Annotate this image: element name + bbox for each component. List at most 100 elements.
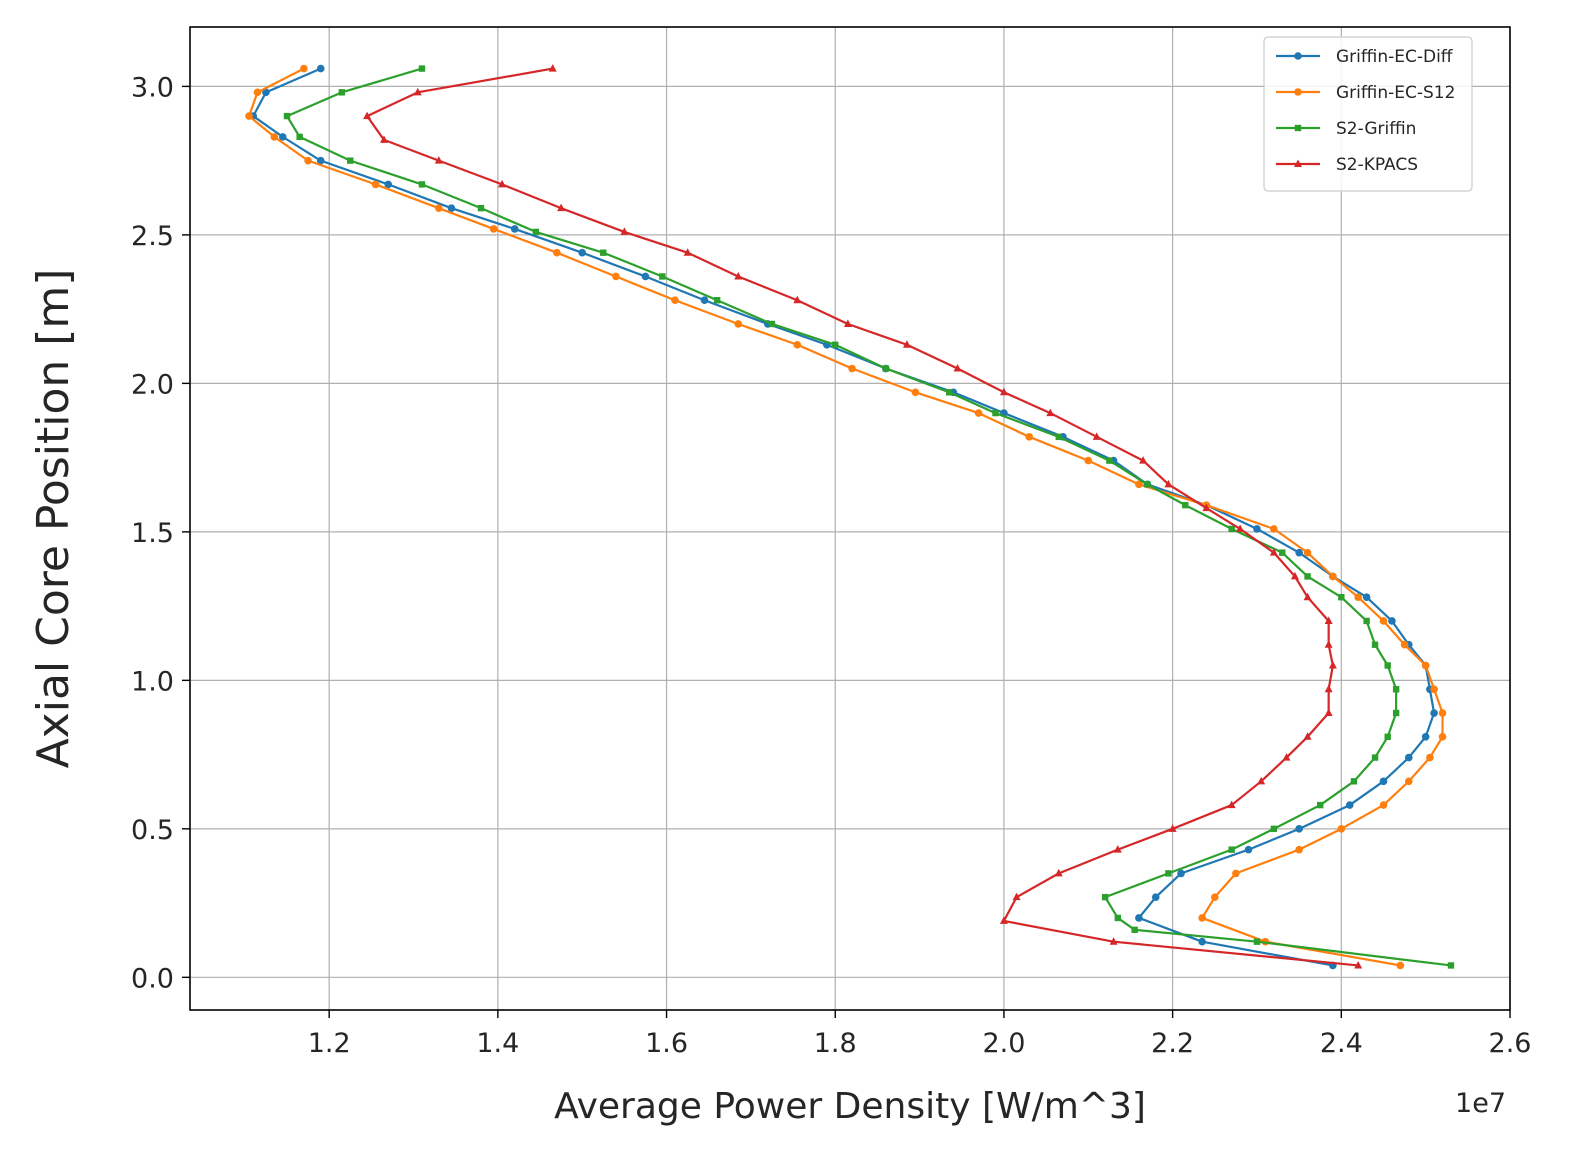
legend-label: S2-Griffin	[1336, 119, 1416, 139]
y-tick-label: 0.0	[131, 963, 174, 994]
data-point	[1384, 733, 1391, 740]
data-point	[1198, 914, 1206, 922]
data-point	[1421, 732, 1430, 741]
data-point	[1290, 571, 1299, 580]
data-point	[363, 111, 372, 120]
data-point	[1228, 846, 1235, 853]
legend-marker	[1294, 124, 1302, 132]
data-point	[532, 228, 540, 236]
data-point	[283, 112, 291, 120]
data-point	[600, 249, 607, 256]
data-point	[1012, 892, 1021, 901]
data-point	[768, 320, 776, 328]
data-point	[1182, 501, 1189, 509]
y-tick-label: 3.0	[131, 72, 174, 103]
data-point	[1388, 617, 1396, 625]
data-point	[553, 248, 561, 257]
data-point	[1135, 480, 1143, 489]
legend-item: S2-Griffin	[1276, 119, 1416, 139]
legend-box	[1263, 36, 1473, 192]
data-point	[641, 272, 650, 281]
data-point	[1295, 825, 1303, 833]
data-point	[1379, 777, 1388, 786]
data-point	[379, 135, 388, 143]
data-point	[1362, 593, 1371, 601]
data-point	[1379, 617, 1388, 625]
data-point	[1438, 709, 1447, 717]
data-point	[902, 340, 911, 348]
data-point	[999, 916, 1008, 924]
data-point	[578, 248, 587, 257]
data-point	[1109, 937, 1118, 945]
data-point	[1303, 548, 1312, 557]
x-tick-label: 1.8	[814, 1028, 857, 1059]
data-point	[1054, 868, 1063, 877]
data-point	[1236, 524, 1245, 532]
data-point	[620, 227, 629, 235]
data-point	[1295, 845, 1303, 854]
data-point	[1046, 408, 1055, 417]
legend-item: Griffin-EC-Diff	[1276, 47, 1454, 67]
legend-label: S2-KPACS	[1336, 155, 1418, 175]
plot-series	[245, 64, 1455, 970]
data-point	[1354, 960, 1363, 969]
data-point	[1324, 708, 1333, 717]
data-point	[418, 65, 426, 72]
x-tick-label: 2.0	[982, 1028, 1025, 1059]
data-point	[1257, 776, 1266, 785]
data-point	[683, 248, 692, 256]
data-point	[262, 88, 270, 97]
data-point	[1270, 825, 1278, 833]
legend-label: Griffin-EC-Diff	[1336, 47, 1454, 67]
data-point	[270, 133, 279, 141]
x-tick-label: 2.4	[1320, 1028, 1363, 1059]
data-point	[1371, 754, 1379, 761]
data-point	[1227, 800, 1236, 809]
data-point	[1354, 593, 1362, 601]
data-point	[1324, 640, 1333, 648]
data-point	[1113, 845, 1122, 853]
data-point	[1139, 456, 1148, 464]
data-point	[1426, 753, 1434, 762]
data-point	[347, 157, 354, 164]
data-point	[953, 364, 962, 372]
data-point	[734, 271, 743, 280]
plot-frame	[189, 26, 1511, 1011]
data-point	[992, 409, 999, 417]
data-point	[316, 64, 325, 73]
legend-label: Griffin-EC-S12	[1336, 83, 1455, 103]
series-line	[252, 67, 1436, 967]
legend-marker	[1294, 88, 1302, 96]
data-point	[1324, 684, 1333, 693]
data-point	[418, 181, 426, 188]
data-point	[1055, 433, 1062, 441]
data-point	[1304, 573, 1311, 580]
legend-marker	[1294, 52, 1302, 60]
x-tick-label: 1.4	[476, 1028, 519, 1059]
x-axis-offset-label: 1e7	[1455, 1088, 1506, 1119]
data-point	[700, 296, 709, 305]
data-point	[1338, 593, 1345, 601]
data-point	[1371, 641, 1379, 648]
data-point	[1168, 824, 1177, 832]
x-axis-label: Average Power Density [W/m^3]	[554, 1086, 1146, 1127]
data-point	[557, 203, 566, 212]
data-point	[1447, 962, 1455, 969]
data-point	[1438, 732, 1447, 741]
data-point	[1101, 893, 1109, 901]
legend-item: Griffin-EC-S12	[1276, 83, 1455, 103]
data-point	[384, 180, 393, 189]
x-tick-label: 1.6	[645, 1028, 688, 1059]
data-point	[304, 156, 312, 165]
data-point	[1114, 914, 1121, 922]
y-tick-label: 0.5	[131, 815, 174, 846]
y-tick-label: 1.0	[131, 666, 174, 697]
data-point	[1253, 938, 1261, 945]
data-point	[974, 409, 983, 417]
data-point	[1404, 753, 1413, 762]
series-s2-griffin	[283, 65, 1455, 969]
data-point	[278, 133, 287, 141]
data-point	[832, 341, 839, 348]
